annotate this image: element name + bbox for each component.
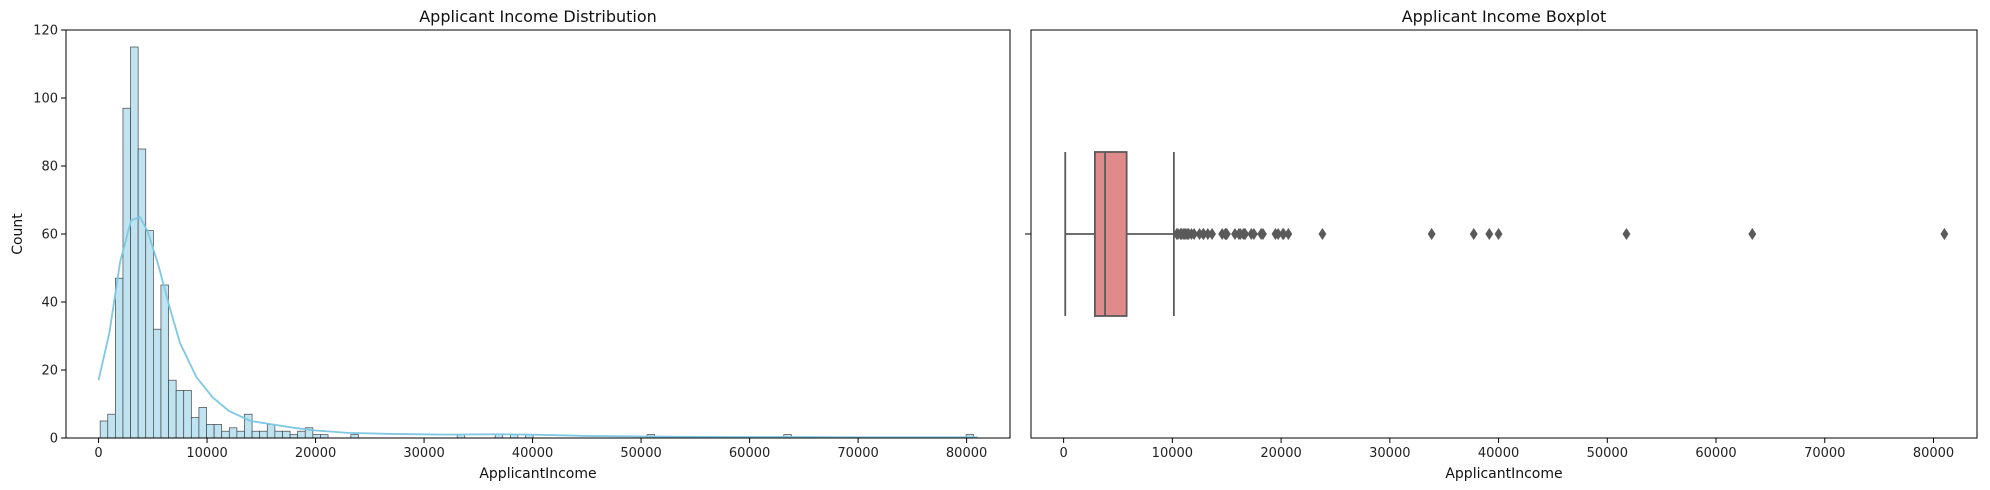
histogram-bar xyxy=(99,420,109,439)
histogram-bar xyxy=(274,430,283,439)
histogram-bar xyxy=(122,107,131,439)
histogram-bar xyxy=(198,407,207,439)
outlier-point xyxy=(1222,227,1231,241)
outlier-point xyxy=(1485,227,1494,241)
boxplot-panel: Applicant Income Boxplot 0 10000 20000 3000… xyxy=(1025,7,1978,482)
x-tick-label: 20000 xyxy=(295,446,336,461)
outlier-point xyxy=(1494,227,1503,241)
y-tick-label: 80 xyxy=(41,160,58,175)
outlier-point xyxy=(1427,227,1436,241)
x-tick-label: 10000 xyxy=(1152,446,1193,461)
x-tick-label: 20000 xyxy=(1260,446,1301,461)
histogram-bar xyxy=(107,413,116,439)
outlier-point xyxy=(1469,227,1478,241)
x-tick-label: 70000 xyxy=(1804,446,1845,461)
outlier-point xyxy=(1249,227,1258,241)
boxplot-outliers xyxy=(1172,227,1949,241)
x-tick-label: 50000 xyxy=(1587,446,1628,461)
histogram-y-ticks: 0 20 40 60 80 100 120 xyxy=(33,24,66,447)
x-tick-label: 80000 xyxy=(1913,446,1954,461)
histogram-bar xyxy=(152,328,162,439)
x-tick-label: 40000 xyxy=(512,446,553,461)
y-tick-label: 0 xyxy=(50,432,58,447)
histogram-bar xyxy=(350,434,359,439)
boxplot-x-ticks: 0 10000 20000 30000 40000 50000 60000 70000 8000… xyxy=(1059,438,1954,461)
x-tick-label: 0 xyxy=(94,446,102,461)
histogram-bar xyxy=(145,230,154,439)
y-tick-label: 40 xyxy=(41,296,58,311)
x-tick-label: 30000 xyxy=(403,446,444,461)
boxplot-title: Applicant Income Boxplot xyxy=(1402,7,1607,26)
outlier-point xyxy=(1190,227,1199,241)
histogram-bar xyxy=(312,434,321,439)
outlier-point xyxy=(1940,227,1949,241)
histogram-bar xyxy=(175,390,185,439)
x-tick-label: 10000 xyxy=(186,446,227,461)
histogram-bar xyxy=(221,430,230,439)
outlier-point xyxy=(1622,227,1631,241)
histogram-bar xyxy=(130,46,139,439)
histogram-bar xyxy=(289,434,299,439)
histogram-bar xyxy=(282,430,291,439)
x-tick-label: 30000 xyxy=(1369,446,1410,461)
outlier-point xyxy=(1284,227,1293,241)
histogram-bar xyxy=(297,430,306,439)
x-tick-label: 0 xyxy=(1059,446,1067,461)
histogram-x-ticks: 0 10000 20000 30000 40000 50000 60000 70000 8000… xyxy=(94,438,987,461)
histogram-x-label: ApplicantIncome xyxy=(479,466,596,482)
histogram-bar xyxy=(213,424,223,439)
histogram-bar xyxy=(137,148,147,439)
histogram-y-label: Count xyxy=(10,213,26,255)
kde-curve xyxy=(97,215,978,439)
boxplot-x-label: ApplicantIncome xyxy=(1445,466,1562,482)
histogram-axes-frame xyxy=(65,29,1011,439)
histogram-bar xyxy=(168,379,177,439)
boxplot-body xyxy=(1064,151,1175,317)
histogram-bar xyxy=(183,390,192,439)
y-tick-label: 20 xyxy=(41,364,58,379)
outlier-point xyxy=(1208,227,1216,241)
histogram-bar xyxy=(190,417,200,439)
histogram-panel: Applicant Income Distribution 0 10000 2000… xyxy=(10,7,1011,482)
histogram-bar xyxy=(206,424,215,439)
histogram-bar xyxy=(259,430,268,439)
outlier-point xyxy=(1318,227,1327,241)
y-tick-label: 100 xyxy=(33,92,58,107)
outlier-point xyxy=(1748,227,1757,241)
x-tick-label: 80000 xyxy=(946,446,987,461)
outlier-point xyxy=(1241,227,1250,241)
x-tick-label: 70000 xyxy=(837,446,878,461)
iqr-box xyxy=(1093,151,1128,317)
histogram-bar xyxy=(236,430,245,439)
histogram-bar xyxy=(266,424,276,439)
y-tick-label: 60 xyxy=(41,228,58,243)
histogram-bar xyxy=(160,284,169,439)
y-tick-label: 120 xyxy=(33,24,58,39)
histogram-bar xyxy=(228,427,238,439)
outlier-point xyxy=(1259,227,1267,241)
histogram-bar xyxy=(320,434,329,439)
x-tick-label: 60000 xyxy=(729,446,770,461)
histogram-bar xyxy=(115,277,124,439)
histogram-bars xyxy=(99,46,975,439)
x-tick-label: 60000 xyxy=(1695,446,1736,461)
histogram-bar xyxy=(251,430,261,439)
x-tick-label: 40000 xyxy=(1478,446,1519,461)
histogram-title: Applicant Income Distribution xyxy=(419,7,657,26)
x-tick-label: 50000 xyxy=(620,446,661,461)
